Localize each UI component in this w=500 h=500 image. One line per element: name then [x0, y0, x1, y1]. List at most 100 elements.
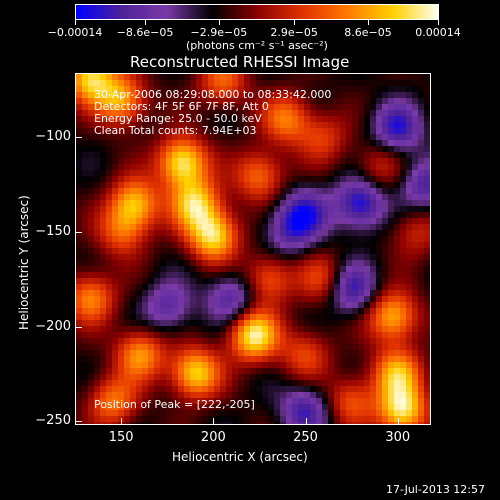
heatmap-cell: [262, 362, 268, 368]
heatmap-cell: [316, 74, 322, 80]
heatmap-cell: [352, 320, 358, 326]
heatmap-cell: [418, 392, 424, 398]
heatmap-cell: [376, 230, 382, 236]
heatmap-cell: [340, 302, 346, 308]
heatmap-cell: [190, 206, 196, 212]
heatmap-cell: [184, 146, 190, 152]
heatmap-cell: [262, 110, 268, 116]
heatmap-cell: [376, 368, 382, 374]
heatmap-cell: [238, 110, 244, 116]
heatmap-cell: [94, 170, 100, 176]
heatmap-cell: [226, 368, 232, 374]
heatmap-cell: [394, 122, 400, 128]
heatmap-cell: [418, 218, 424, 224]
heatmap-cell: [388, 344, 394, 350]
heatmap-cell: [292, 200, 298, 206]
heatmap-cell: [190, 158, 196, 164]
heatmap-cell: [226, 386, 232, 392]
heatmap-cell: [244, 224, 250, 230]
heatmap-cell: [400, 368, 406, 374]
heatmap-cell: [418, 338, 424, 344]
heatmap-cell: [94, 416, 100, 422]
heatmap-cell: [184, 188, 190, 194]
heatmap-cell: [190, 272, 196, 278]
heatmap-cell: [100, 296, 106, 302]
heatmap-cell: [328, 242, 334, 248]
heatmap-cell: [406, 152, 412, 158]
heatmap-cell: [382, 398, 388, 404]
heatmap-cell: [220, 182, 226, 188]
heatmap-cell: [244, 338, 250, 344]
heatmap-cell: [298, 368, 304, 374]
heatmap-cell: [100, 242, 106, 248]
heatmap-cell: [298, 140, 304, 146]
heatmap-cell: [286, 248, 292, 254]
heatmap-cell: [160, 266, 166, 272]
heatmap-cell: [238, 284, 244, 290]
heatmap-cell: [286, 386, 292, 392]
heatmap-cell: [328, 356, 334, 362]
heatmap-cell: [166, 410, 172, 416]
heatmap-cell: [166, 374, 172, 380]
heatmap-cell: [142, 254, 148, 260]
heatmap-cell: [406, 86, 412, 92]
heatmap-cell: [82, 248, 88, 254]
heatmap-cell: [88, 158, 94, 164]
heatmap-cell: [268, 416, 274, 422]
heatmap-cell: [112, 314, 118, 320]
heatmap-cell: [382, 170, 388, 176]
heatmap-cell: [148, 74, 154, 80]
heatmap-cell: [214, 344, 220, 350]
heatmap-cell: [232, 128, 238, 134]
heatmap-cell: [346, 146, 352, 152]
heatmap-cell: [112, 380, 118, 386]
heatmap-cell: [136, 152, 142, 158]
heatmap-cell: [226, 242, 232, 248]
heatmap-cell: [184, 230, 190, 236]
heatmap-cell: [382, 368, 388, 374]
heatmap-cell: [274, 224, 280, 230]
heatmap-cell: [328, 278, 334, 284]
heatmap-cell: [286, 296, 292, 302]
heatmap-cell: [364, 182, 370, 188]
heatmap-cell: [238, 350, 244, 356]
heatmap-cell: [400, 284, 406, 290]
heatmap-cell: [166, 404, 172, 410]
heatmap-cell: [220, 302, 226, 308]
heatmap-cell: [130, 230, 136, 236]
heatmap-cell: [376, 416, 382, 422]
heatmap-cell: [154, 164, 160, 170]
heatmap-cell: [268, 374, 274, 380]
heatmap-cell: [214, 242, 220, 248]
heatmap-cell: [100, 320, 106, 326]
heatmap-cell: [292, 122, 298, 128]
heatmap-cell: [400, 398, 406, 404]
heatmap-cell: [268, 410, 274, 416]
heatmap-cell: [412, 104, 418, 110]
heatmap-cell: [394, 86, 400, 92]
heatmap-cell: [352, 422, 358, 424]
heatmap-cell: [136, 344, 142, 350]
heatmap-cell: [322, 308, 328, 314]
heatmap-cell: [394, 338, 400, 344]
heatmap-cell: [280, 194, 286, 200]
heatmap-cell: [292, 374, 298, 380]
heatmap-cell: [178, 200, 184, 206]
heatmap-cell: [274, 164, 280, 170]
heatmap-cell: [340, 212, 346, 218]
heatmap-cell: [400, 296, 406, 302]
heatmap-cell: [310, 278, 316, 284]
heatmap-cell: [202, 278, 208, 284]
heatmap-cell: [322, 170, 328, 176]
heatmap-cell: [166, 80, 172, 86]
heatmap-cell: [256, 116, 262, 122]
heatmap-cell: [130, 422, 136, 424]
heatmap-cell: [160, 140, 166, 146]
heatmap-cell: [418, 380, 424, 386]
heatmap-cell: [214, 230, 220, 236]
heatmap-cell: [94, 284, 100, 290]
heatmap-cell: [334, 230, 340, 236]
heatmap-cell: [232, 254, 238, 260]
heatmap-cell: [304, 284, 310, 290]
heatmap-cell: [412, 182, 418, 188]
